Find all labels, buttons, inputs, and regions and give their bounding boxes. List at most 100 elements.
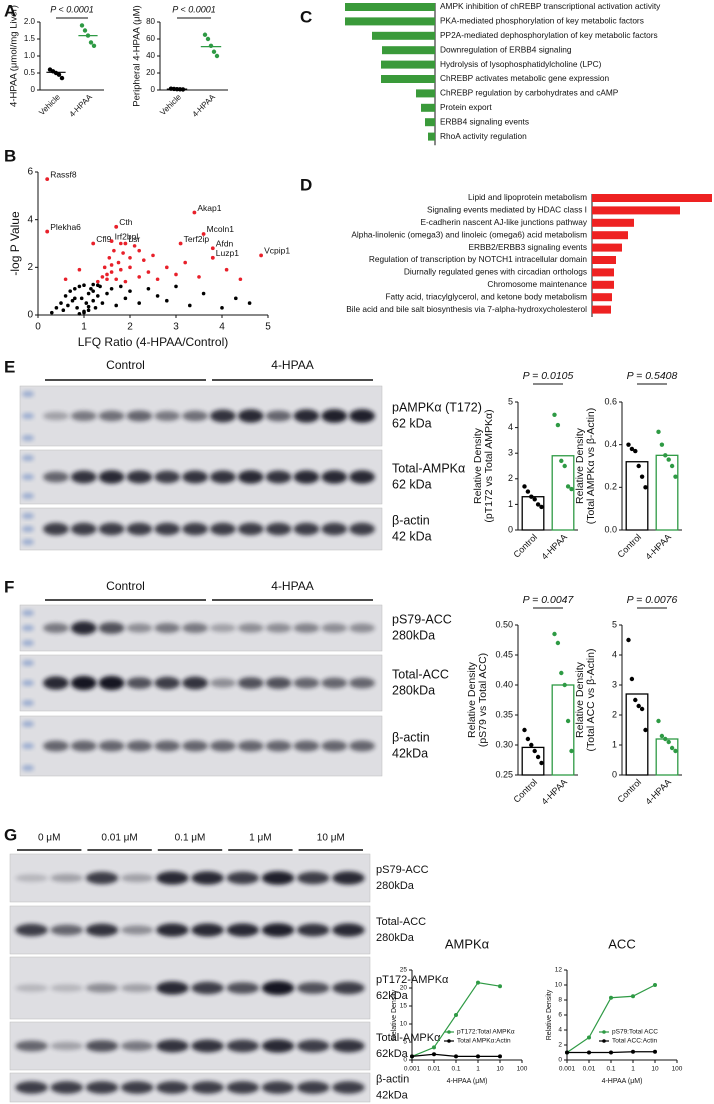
size-label: 62 kDa bbox=[392, 416, 432, 430]
bar bbox=[592, 305, 611, 314]
blot-band bbox=[226, 982, 259, 994]
group-label: 0.01 μM bbox=[101, 833, 137, 844]
point bbox=[529, 494, 534, 499]
ladder-band bbox=[22, 539, 34, 545]
point bbox=[565, 484, 571, 489]
marker bbox=[498, 1054, 502, 1059]
point bbox=[535, 754, 541, 760]
panel-label: E bbox=[4, 357, 15, 376]
blot-band bbox=[70, 676, 97, 690]
y-tick-label: 0.35 bbox=[495, 709, 513, 719]
x-tick-label: 1 bbox=[81, 322, 87, 333]
x-tick-label: 3 bbox=[173, 322, 179, 333]
blot-band bbox=[191, 981, 224, 995]
y-tick-label: 4 bbox=[558, 1027, 562, 1034]
point bbox=[114, 277, 118, 282]
group-label: Control bbox=[106, 579, 145, 593]
point bbox=[66, 303, 70, 308]
protein-label: Total-ACC bbox=[376, 916, 426, 928]
legend-marker bbox=[602, 1030, 606, 1034]
blot-band bbox=[349, 470, 375, 484]
y-axis-label: (Total ACC vs β-Actin) bbox=[585, 649, 597, 752]
blot-band bbox=[182, 623, 208, 633]
point bbox=[137, 248, 141, 253]
blot-band bbox=[85, 923, 119, 937]
gene-label: Akap1 bbox=[197, 203, 221, 213]
blot-band bbox=[182, 470, 208, 484]
y-tick-label: 60 bbox=[146, 34, 155, 43]
marker bbox=[653, 983, 657, 987]
legend-label: Total AMPKα:Actin bbox=[457, 1038, 511, 1045]
gene-label: Terf2ip bbox=[184, 234, 210, 244]
point bbox=[91, 298, 95, 303]
protein-label: β-actin bbox=[376, 1073, 409, 1085]
blot-band bbox=[261, 1081, 295, 1094]
panel-label: G bbox=[4, 825, 17, 844]
point bbox=[565, 718, 571, 724]
y-tick-label: 1.0 bbox=[24, 51, 36, 60]
point bbox=[539, 504, 544, 510]
size-label: 42kDa bbox=[376, 1089, 409, 1101]
blot-band bbox=[154, 522, 181, 536]
blot-band bbox=[226, 1039, 259, 1053]
y-tick-label: 80 bbox=[146, 17, 155, 26]
legend-marker bbox=[447, 1030, 451, 1034]
blot-band bbox=[98, 522, 125, 536]
labeled-point bbox=[109, 239, 114, 244]
bar bbox=[655, 738, 679, 776]
y-axis-label: Relative Density bbox=[472, 427, 484, 504]
blot-band bbox=[156, 871, 189, 885]
x-tick-label: 0.001 bbox=[404, 1066, 421, 1073]
blot-band bbox=[237, 740, 264, 752]
marker bbox=[653, 1049, 657, 1054]
blot-band bbox=[182, 522, 208, 536]
bar bbox=[592, 206, 680, 215]
point bbox=[529, 742, 534, 748]
y-tick-label: 0.40 bbox=[495, 679, 513, 689]
y-tick-label: 0.2 bbox=[604, 482, 617, 492]
blot-band bbox=[98, 470, 125, 484]
bar bbox=[592, 218, 634, 227]
labeled-point bbox=[45, 229, 50, 234]
x-tick-label: 0.01 bbox=[583, 1066, 596, 1073]
point bbox=[559, 670, 564, 676]
size-label: 280kDa bbox=[376, 932, 415, 944]
point bbox=[82, 309, 86, 314]
bar-label: Alpha-linolenic (omega3) and linoleic (o… bbox=[351, 229, 587, 239]
x-tick-label: Vehicle bbox=[158, 92, 183, 117]
blot-band bbox=[50, 1041, 83, 1051]
legend-marker bbox=[447, 1039, 451, 1043]
x-axis-label: LFQ Ratio (4-HPAA/Control) bbox=[78, 335, 229, 349]
protein-label: pT172-AMPKα bbox=[376, 974, 449, 986]
blot-band bbox=[98, 622, 125, 634]
ladder-band bbox=[22, 660, 34, 666]
point bbox=[525, 736, 531, 742]
legend-label: pS79:Total ACC bbox=[612, 1029, 658, 1036]
point bbox=[86, 304, 91, 309]
x-tick-label: Control bbox=[512, 777, 540, 805]
point bbox=[656, 718, 661, 724]
marker bbox=[609, 1050, 613, 1055]
ladder-band bbox=[22, 625, 34, 631]
y-tick-label: 0.5 bbox=[24, 68, 36, 77]
ladder-band bbox=[22, 610, 34, 616]
blot-band bbox=[349, 409, 375, 423]
blot-band bbox=[332, 1081, 365, 1094]
bar bbox=[421, 103, 435, 112]
point bbox=[96, 279, 100, 284]
blot-band bbox=[297, 871, 330, 885]
panel-label: C bbox=[300, 7, 312, 26]
blot-band bbox=[297, 1039, 330, 1053]
point bbox=[211, 49, 217, 54]
y-tick-label: 12 bbox=[555, 967, 563, 974]
blot-band bbox=[210, 623, 236, 633]
point bbox=[180, 87, 186, 92]
point bbox=[146, 270, 151, 274]
ladder-band bbox=[22, 435, 34, 441]
blot-band bbox=[321, 470, 348, 484]
y-tick-label: 0.45 bbox=[495, 649, 513, 659]
bar bbox=[551, 684, 575, 776]
point bbox=[73, 296, 77, 301]
blot-band bbox=[349, 740, 375, 752]
